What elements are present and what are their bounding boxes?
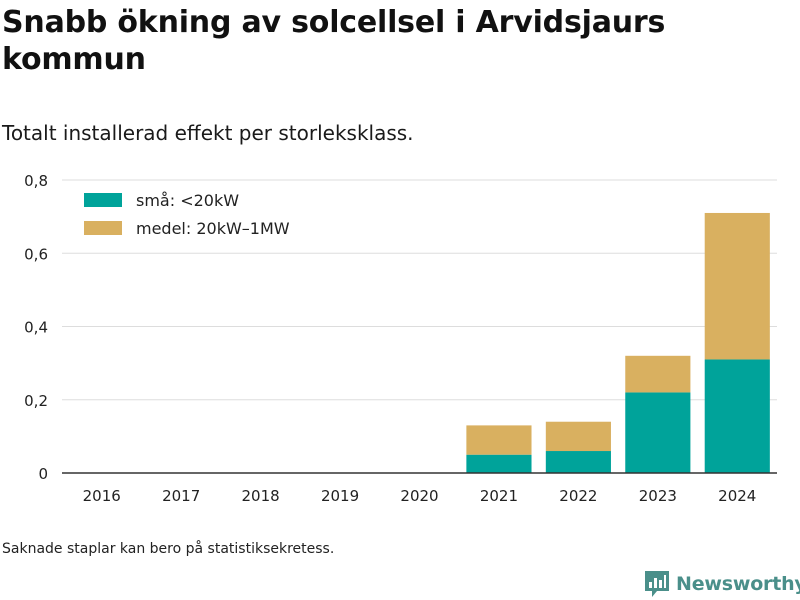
x-tick-label: 2019 [321, 487, 359, 505]
x-tick-label: 2018 [242, 487, 280, 505]
chart-subtitle: Totalt installerad effekt per storlekskl… [2, 121, 414, 145]
bar-chart: 0 0,2 0,4 0,6 0,8 2016 2017 2018 2019 2020 2021 202… [24, 172, 777, 505]
legend-label: små: <20kW [136, 191, 239, 210]
legend-swatch [84, 221, 122, 235]
legend: små: <20kW medel: 20kW–1MW [84, 191, 290, 238]
bar-small-2021 [466, 454, 532, 473]
axes: 0 0,2 0,4 0,6 0,8 2016 2017 2018 2019 2020 2021 202… [24, 172, 777, 505]
y-tick-label: 0,8 [24, 172, 48, 190]
y-tick-label: 0,4 [24, 319, 48, 337]
x-tick-label: 2017 [162, 487, 200, 505]
x-tick-label: 2016 [83, 487, 121, 505]
y-tick-label: 0 [38, 465, 48, 483]
chart-title: Snabb ökning av solcellsel i Arvidsjaurs… [2, 5, 666, 77]
x-tick-label: 2021 [480, 487, 518, 505]
x-tick-label: 2022 [559, 487, 597, 505]
bar-small-2022 [545, 451, 611, 473]
newsworthy-logo: Newsworthy [644, 570, 800, 598]
x-tick-label: 2024 [718, 487, 756, 505]
bar-medium-2024 [704, 212, 770, 360]
bar-small-2024 [704, 359, 770, 473]
y-tick-label: 0,6 [24, 245, 48, 263]
legend-swatch [84, 193, 122, 207]
bar-small-2023 [625, 392, 691, 473]
bar-medium-2022 [545, 421, 611, 452]
footnote: Saknade staplar kan bero på statistiksek… [2, 541, 335, 557]
brand-name: Newsworthy [676, 573, 800, 595]
x-tick-label: 2020 [400, 487, 438, 505]
bar-medium-2023 [625, 355, 691, 393]
bar-medium-2021 [466, 425, 532, 455]
bars [466, 212, 770, 473]
y-tick-label: 0,2 [24, 392, 48, 410]
newsworthy-logo-icon [645, 571, 669, 597]
legend-label: medel: 20kW–1MW [136, 219, 290, 238]
x-tick-label: 2023 [639, 487, 677, 505]
